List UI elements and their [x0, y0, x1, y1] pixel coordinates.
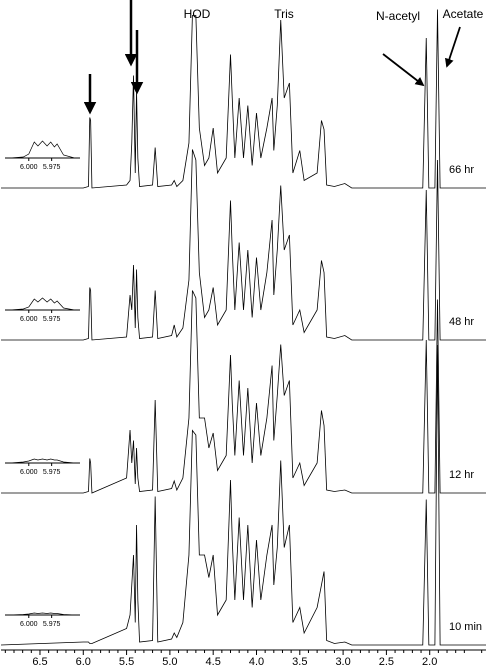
x-tick-label: 3.0	[335, 656, 350, 667]
annotation: N-acetyl	[376, 9, 420, 23]
x-tick-label: 4.5	[206, 656, 221, 667]
inset-tick-label: 5.975	[43, 621, 61, 628]
inset-tick-label: 5.975	[43, 316, 61, 323]
spectrum	[1, 9, 486, 189]
arrows	[83, 0, 461, 115]
x-tick-label: 6.0	[76, 656, 91, 667]
spectrum	[0, 344, 486, 646]
inset-spectrum	[10, 458, 75, 464]
arrow	[382, 53, 425, 87]
series-label: 10 min	[449, 621, 482, 633]
inset-tick-label: 6.000	[20, 316, 38, 323]
x-tick-label: 2.0	[422, 656, 437, 667]
x-tick-label: 5.0	[162, 656, 177, 667]
x-tick-label: 6.5	[32, 656, 47, 667]
annotation: HOD	[184, 7, 211, 21]
x-tick-label: 3.5	[292, 656, 307, 667]
inset-spectrum	[10, 612, 75, 616]
series-label: 66 hr	[449, 164, 474, 176]
x-tick-label: 2.5	[379, 656, 394, 667]
arrow	[445, 26, 461, 68]
inset-tick-label: 6.000	[20, 469, 38, 476]
x-tick-label: 5.5	[119, 656, 134, 667]
series-label: 48 hr	[449, 316, 474, 328]
inset-tick-label: 5.975	[43, 469, 61, 476]
inset-spectrum	[10, 140, 75, 159]
inset-tick-label: 6.000	[20, 164, 38, 171]
spectrum	[1, 290, 486, 494]
inset-tick-label: 5.975	[43, 164, 61, 171]
annotation: Acetate	[443, 7, 484, 21]
spectrum	[1, 149, 486, 341]
inset-spectrum	[10, 297, 75, 311]
series-label: 12 hr	[449, 469, 474, 481]
inset-tick-label: 6.000	[20, 621, 38, 628]
annotation: Tris	[274, 7, 294, 21]
x-tick-label: 4.0	[249, 656, 264, 667]
